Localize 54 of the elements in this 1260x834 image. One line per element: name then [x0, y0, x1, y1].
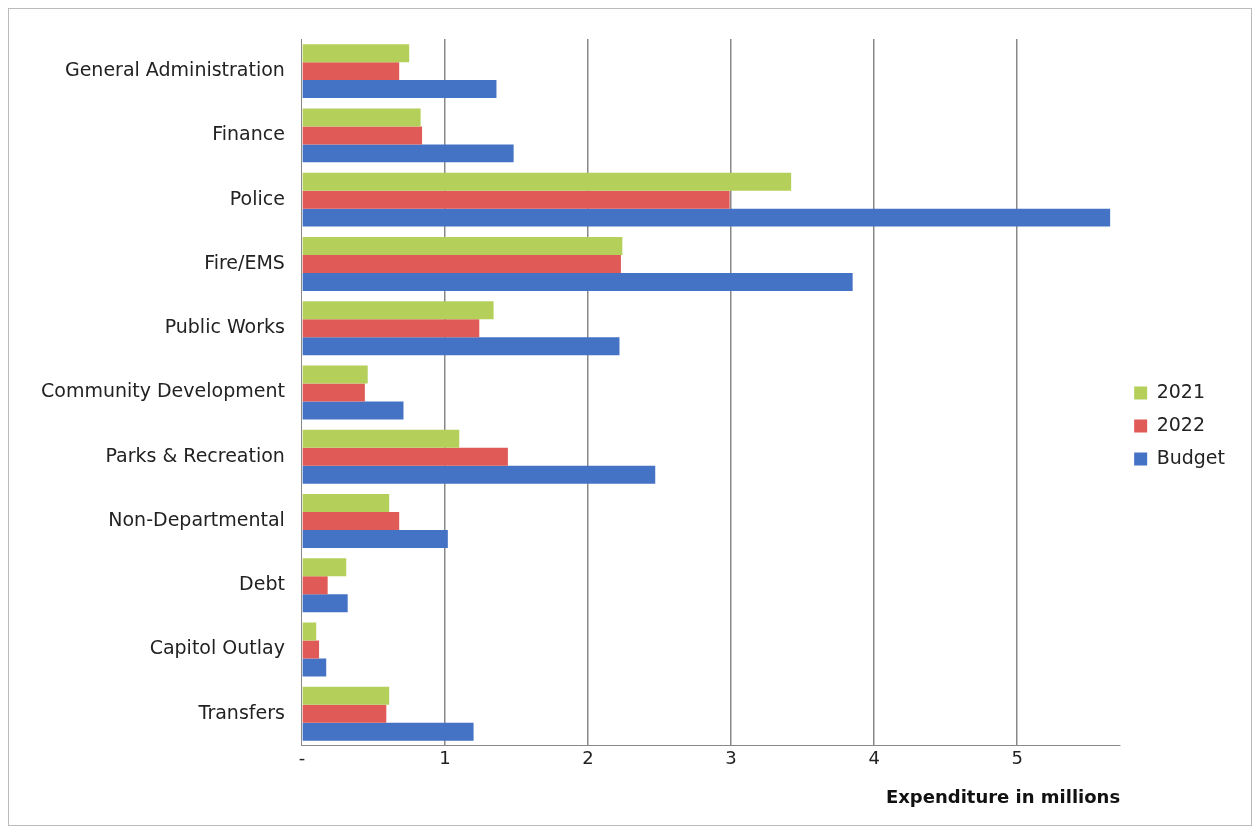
bar — [302, 144, 514, 163]
bar — [302, 172, 792, 191]
bar — [302, 722, 474, 741]
x-tick-label: 2 — [582, 747, 594, 769]
bar — [302, 686, 390, 705]
y-tick-label: Capitol Outlay — [149, 636, 285, 659]
bar — [302, 80, 497, 99]
x-tick-label: 3 — [725, 747, 737, 769]
bar — [302, 319, 480, 338]
bar — [302, 658, 327, 677]
legend-label: Budget — [1156, 445, 1226, 468]
y-tick-label: Non-Departmental — [108, 507, 285, 530]
y-tick-label: Finance — [212, 122, 285, 145]
bar — [302, 493, 390, 512]
y-tick-label: Community Development — [40, 379, 285, 402]
x-tick-label: 1 — [439, 747, 451, 769]
bar — [302, 108, 421, 127]
bar — [302, 236, 623, 255]
bar — [302, 383, 365, 402]
bar — [302, 594, 348, 613]
bar — [302, 704, 387, 723]
x-tick-label: 4 — [868, 747, 880, 769]
x-tick-label: 5 — [1011, 747, 1023, 769]
bar — [302, 511, 400, 530]
y-tick-label: Debt — [239, 572, 285, 595]
bar — [302, 301, 494, 320]
bar — [302, 465, 656, 484]
y-tick-label: Public Works — [164, 315, 285, 338]
y-tick-label: Transfers — [197, 700, 285, 723]
bar — [302, 640, 320, 659]
bar — [302, 529, 448, 548]
bar — [302, 208, 1111, 227]
legend-label: 2021 — [1156, 379, 1206, 402]
y-tick-label: General Administration — [64, 58, 285, 81]
bar — [302, 126, 423, 145]
bar — [302, 401, 404, 420]
bar — [302, 272, 853, 291]
x-axis-title: Expenditure in millions — [885, 785, 1121, 807]
bar — [302, 62, 400, 81]
y-tick-label: Parks & Recreation — [105, 443, 285, 466]
y-tick-label: Police — [229, 186, 285, 209]
bar — [302, 576, 328, 595]
bar — [302, 254, 621, 273]
bar — [302, 337, 620, 356]
legend-label: 2022 — [1156, 412, 1206, 435]
bar — [302, 190, 730, 209]
x-tick-label: - — [298, 747, 306, 769]
bar — [302, 622, 317, 641]
bar — [302, 365, 368, 384]
bar — [302, 447, 508, 466]
bar — [302, 429, 460, 448]
bar — [302, 558, 347, 577]
y-tick-label: Fire/EMS — [204, 250, 285, 273]
bar — [302, 44, 410, 63]
